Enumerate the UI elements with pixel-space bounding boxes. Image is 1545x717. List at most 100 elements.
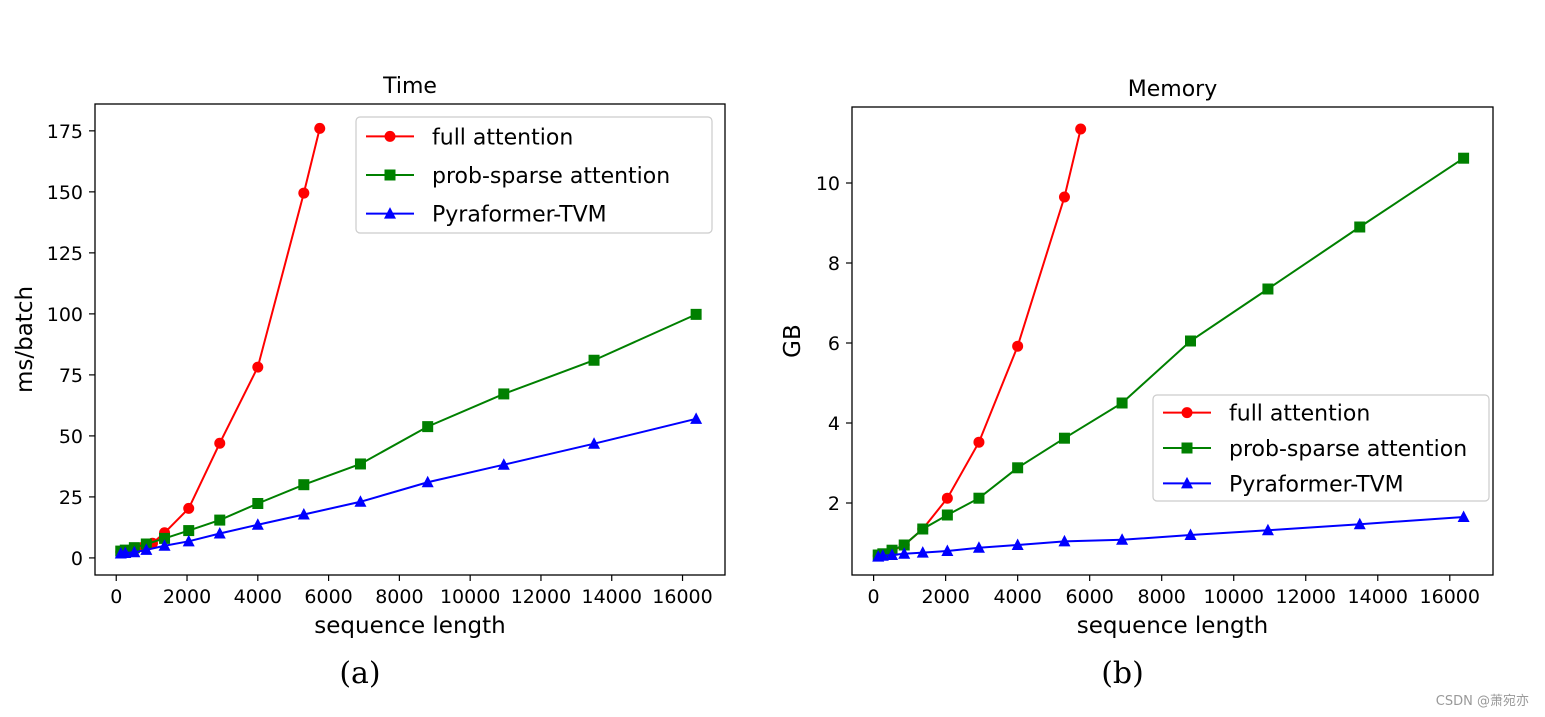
legend-item: full attention xyxy=(366,125,573,150)
data-point xyxy=(214,514,226,526)
axes-frame xyxy=(94,103,726,576)
data-point xyxy=(1353,517,1366,530)
data-point xyxy=(354,495,367,507)
x-tick-label: 10000 xyxy=(440,586,500,608)
series-line xyxy=(120,128,321,553)
data-point xyxy=(1075,123,1087,135)
data-point xyxy=(1354,221,1366,233)
x-tick-label: 4000 xyxy=(993,586,1041,608)
data-point xyxy=(886,548,899,560)
x-tick-label: 0 xyxy=(868,586,880,608)
data-point xyxy=(1262,283,1274,295)
data-point xyxy=(1012,462,1024,474)
data-point xyxy=(252,361,264,373)
data-point xyxy=(498,388,510,400)
data-point xyxy=(497,458,510,470)
data-point xyxy=(214,437,226,449)
data-point xyxy=(158,539,171,551)
legend-item: prob-sparse attention xyxy=(1163,437,1467,462)
data-point xyxy=(251,518,264,530)
data-point xyxy=(314,122,326,134)
series-line xyxy=(877,128,1082,557)
x-tick-label: 16000 xyxy=(652,586,712,608)
legend-label: prob-sparse attention xyxy=(432,164,670,189)
data-point xyxy=(213,527,226,539)
legend-label: Pyraformer-TVM xyxy=(1229,472,1404,497)
x-tick-label: 8000 xyxy=(1138,586,1186,608)
legend-marker xyxy=(384,207,396,219)
x-axis-label: sequence length xyxy=(314,613,505,639)
chart-panel-1: Time 0 2000 4000 6000 8000 10000 12000 14000 1600… xyxy=(12,74,726,691)
legend-marker xyxy=(1181,476,1193,489)
x-tick-label: 10000 xyxy=(1203,586,1263,608)
x-tick-label: 14000 xyxy=(1348,586,1408,608)
data-point xyxy=(973,436,985,448)
x-tick-label: 2000 xyxy=(163,586,211,608)
data-point xyxy=(1458,152,1470,164)
y-tick-label: 10 xyxy=(816,173,840,195)
y-tick-label: 175 xyxy=(47,121,83,143)
x-tick-label: 12000 xyxy=(511,586,571,608)
x-tick-label: 6000 xyxy=(1065,586,1113,608)
legend-marker xyxy=(384,130,396,142)
y-axis-label: GB xyxy=(780,324,806,358)
data-point xyxy=(690,412,703,424)
panel-caption: (b) xyxy=(1101,656,1144,691)
data-point xyxy=(876,549,889,561)
data-point xyxy=(422,421,434,433)
legend-item: full attention xyxy=(1163,402,1370,427)
data-point xyxy=(1185,335,1197,347)
data-point xyxy=(917,523,929,535)
x-axis-label: sequence length xyxy=(1077,613,1268,639)
data-point xyxy=(588,354,600,366)
data-point xyxy=(128,545,141,558)
legend-label: full attention xyxy=(432,125,573,150)
legend-label: Pyraformer-TVM xyxy=(432,203,607,228)
data-point xyxy=(1457,510,1470,522)
legend: full attention prob-sparse attention Pyraf… xyxy=(1152,394,1490,502)
axes-frame xyxy=(851,106,1494,576)
y-tick-label: 25 xyxy=(59,487,83,509)
x-tick-label: 8000 xyxy=(375,586,423,608)
series-line xyxy=(878,516,1464,558)
x-tick-label: 2000 xyxy=(921,586,969,608)
data-point xyxy=(297,507,310,520)
y-tick-label: 125 xyxy=(47,243,83,265)
legend-item: prob-sparse attention xyxy=(366,164,670,189)
x-tick-label: 12000 xyxy=(1276,586,1336,608)
data-point xyxy=(182,534,195,547)
legend: full attention prob-sparse attention Pyraf… xyxy=(355,116,713,234)
data-point xyxy=(1184,528,1197,540)
x-tick-label: 0 xyxy=(110,586,122,608)
data-point xyxy=(973,492,985,504)
data-point xyxy=(1261,523,1274,536)
series-pyraformer-tvm xyxy=(872,510,1470,562)
chart-title: Time xyxy=(382,74,437,99)
data-point xyxy=(941,544,954,556)
data-point xyxy=(588,437,601,449)
y-tick-label: 100 xyxy=(47,304,83,326)
legend-item: Pyraformer-TVM xyxy=(366,203,607,228)
data-point xyxy=(898,539,910,551)
y-tick-label: 0 xyxy=(71,548,83,570)
x-tick-label: 14000 xyxy=(582,586,642,608)
chart-title: Memory xyxy=(1128,77,1217,102)
data-point xyxy=(140,543,153,555)
series-prob-sparse-attention xyxy=(115,308,702,557)
data-point xyxy=(119,546,132,559)
series-line xyxy=(120,417,697,555)
panel-caption: (a) xyxy=(339,656,380,691)
y-tick-label: 6 xyxy=(828,333,840,355)
watermark-text: CSDN @萧宛亦 xyxy=(1435,694,1529,709)
data-point xyxy=(1011,538,1024,550)
y-tick-label: 150 xyxy=(47,182,83,204)
legend-label: full attention xyxy=(1229,402,1370,427)
data-point xyxy=(421,475,434,488)
data-point xyxy=(298,479,310,491)
legend-marker xyxy=(384,169,396,181)
x-tick-label: 16000 xyxy=(1420,586,1480,608)
legend-marker xyxy=(1181,442,1193,454)
data-point xyxy=(972,541,985,553)
series-full-attention xyxy=(115,122,326,558)
